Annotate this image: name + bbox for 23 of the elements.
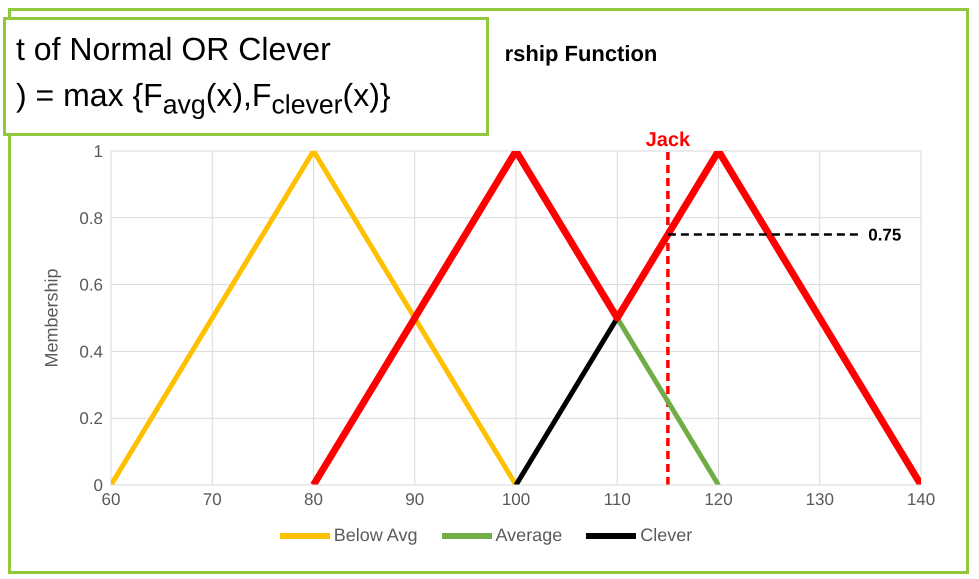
y-tick-label: 0.2 <box>79 409 103 428</box>
ref-line-label: Jack <box>646 129 691 151</box>
x-tick-label: 70 <box>202 490 222 510</box>
legend-label: Below Avg <box>334 525 418 546</box>
y-tick-label: 0 <box>94 476 103 496</box>
x-tick-label: 120 <box>704 490 733 510</box>
y-tick-label: 0.4 <box>79 342 103 362</box>
legend-label: Average <box>496 525 562 546</box>
x-tick-label: 140 <box>906 490 936 510</box>
chart-title: rship Function <box>504 41 658 67</box>
formula-box: t of Normal OR Clever ) = max {F$_{avg}$(x),F$_{clever}$(x)} <box>3 17 489 136</box>
y-tick-label: 1 <box>94 142 103 162</box>
annotation: 0.75 <box>868 226 902 245</box>
y-tick-label: 0.8 <box>79 208 103 228</box>
x-tick-label: 130 <box>806 490 834 510</box>
x-tick-label: 110 <box>604 490 631 510</box>
x-tick-label: 100 <box>502 490 530 510</box>
x-tick-label: 90 <box>405 490 424 510</box>
x-tick-label: 80 <box>304 490 323 510</box>
y-axis-title: Membership <box>41 268 62 368</box>
x-tick-label: 60 <box>102 490 120 510</box>
y-tick-label: 0.6 <box>79 276 103 295</box>
legend-label: Clever <box>640 525 692 546</box>
